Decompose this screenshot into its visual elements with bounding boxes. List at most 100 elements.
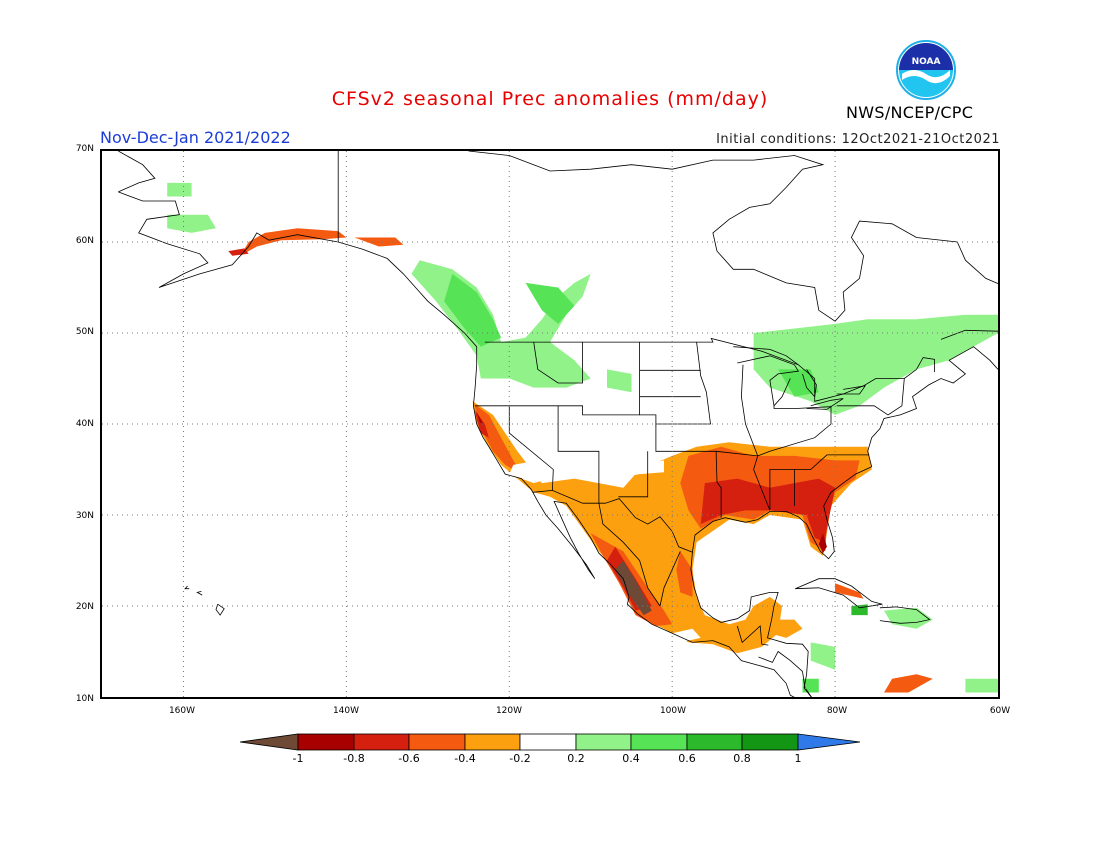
great-lakes	[733, 346, 799, 366]
colorbar-label: 1	[794, 752, 802, 765]
colorbar-label: -0.4	[454, 752, 476, 765]
colorbar-swatch-2	[353, 733, 410, 751]
noaa-logo: NOAA	[896, 40, 956, 100]
lon-tick-140w: 140W	[332, 706, 360, 716]
anomaly-fields	[167, 182, 998, 693]
colorbar-swatch-1	[297, 733, 355, 751]
central-america-borders	[736, 625, 769, 646]
mexico-state-borders	[598, 503, 661, 607]
state-borders	[769, 454, 870, 511]
dry-region	[240, 228, 347, 256]
wet-region	[607, 369, 632, 393]
very-dry-region	[476, 412, 484, 424]
colorbar-label: 0.4	[622, 752, 640, 765]
normal-region	[672, 628, 701, 643]
dry-region	[835, 583, 864, 599]
colorbar-swatch-below-min	[239, 733, 299, 751]
map-plot	[100, 149, 1000, 699]
great-lakes	[737, 355, 800, 407]
great-lakes	[836, 385, 867, 395]
lon-tick-80w: 80W	[826, 706, 848, 716]
colorbar	[239, 733, 861, 751]
central-america-borders	[805, 688, 812, 697]
canada-east-coastline	[716, 220, 998, 340]
cuba-coastline	[795, 578, 883, 609]
hispaniola-coastline	[879, 606, 931, 624]
central-america-borders	[758, 650, 806, 688]
colorbar-label: 0.8	[733, 752, 751, 765]
colorbar-swatch-8	[686, 733, 743, 751]
colorbar-swatch-above-max	[797, 733, 861, 751]
colorbar-label: -0.8	[343, 752, 365, 765]
map-title: CFSv2 seasonal Prec anomalies (mm/day)	[331, 88, 769, 110]
colorbar-swatch-3	[408, 733, 466, 751]
initial-conditions: Initial conditions: 12Oct2021-21Oct2021	[716, 132, 1000, 147]
alaska-north-coastline	[118, 151, 156, 193]
lat-tick-70n: 70N	[75, 144, 94, 154]
state-borders	[557, 405, 600, 504]
wet-region	[525, 282, 575, 324]
precip-anomaly-map	[102, 151, 998, 697]
mexico-state-borders	[659, 551, 681, 607]
wet-region	[444, 273, 502, 347]
state-borders	[508, 405, 554, 491]
graticule	[102, 151, 998, 697]
pacific-coastline	[118, 191, 795, 697]
colorbar-swatch-6	[575, 733, 632, 751]
state-borders	[655, 342, 711, 425]
great-lakes	[802, 369, 817, 398]
lat-tick-40n: 40N	[75, 419, 94, 429]
canada-north-coastline	[468, 151, 825, 252]
dry-region	[676, 551, 693, 597]
state-borders	[618, 451, 649, 498]
dry-region	[769, 619, 803, 638]
hawaii-coastline	[184, 585, 190, 590]
lon-tick-160w: 160W	[168, 706, 196, 716]
colorbar-swatch-5	[519, 733, 577, 751]
great-lakes	[806, 398, 844, 410]
wet-region	[884, 607, 933, 629]
dry-region	[474, 404, 522, 475]
lat-tick-60n: 60N	[75, 236, 94, 246]
dry-region	[354, 237, 404, 247]
wet-region	[810, 642, 836, 670]
dry-region	[884, 674, 933, 693]
agency-label: NWS/NCEP/CPC	[846, 103, 974, 122]
colorbar-label: -1	[292, 752, 304, 765]
atlantic-coastline	[692, 346, 998, 560]
dry-region	[228, 248, 249, 256]
lat-tick-10n: 10N	[75, 694, 94, 704]
state-borders	[773, 405, 832, 409]
lon-tick-100w: 100W	[659, 706, 687, 716]
coastlines	[118, 151, 998, 697]
wet-region	[411, 260, 591, 388]
noaa-logo-text: NOAA	[912, 57, 941, 67]
state-borders	[475, 405, 640, 416]
lon-tick-120w: 120W	[495, 706, 523, 716]
normal-region	[509, 455, 664, 484]
wet-region	[167, 182, 192, 197]
colorbar-label: 0.6	[678, 752, 696, 765]
wet-region	[167, 214, 216, 233]
forecast-period: Nov-Dec-Jan 2021/2022	[100, 128, 291, 147]
state-borders	[533, 342, 583, 384]
colorbar-swatch-9	[741, 733, 799, 751]
lat-tick-20n: 20N	[75, 602, 94, 612]
colorbar-label: -0.6	[398, 752, 420, 765]
lat-tick-30n: 30N	[75, 511, 94, 521]
wet-region	[802, 678, 819, 693]
colorbar-label: -0.2	[509, 752, 531, 765]
us-mexico-border	[532, 489, 693, 553]
very-dry-region	[615, 560, 652, 616]
lat-tick-50n: 50N	[75, 327, 94, 337]
state-borders	[716, 405, 832, 457]
dry-region	[700, 478, 836, 543]
gulf-coastline	[690, 551, 812, 697]
colorbar-swatch-4	[464, 733, 521, 751]
colorbar-swatch-7	[630, 733, 688, 751]
hawaii-coastline	[196, 591, 203, 596]
state-borders	[740, 364, 771, 511]
state-borders	[836, 378, 905, 416]
lon-tick-60w: 60W	[989, 706, 1011, 716]
wet-region	[965, 678, 998, 693]
